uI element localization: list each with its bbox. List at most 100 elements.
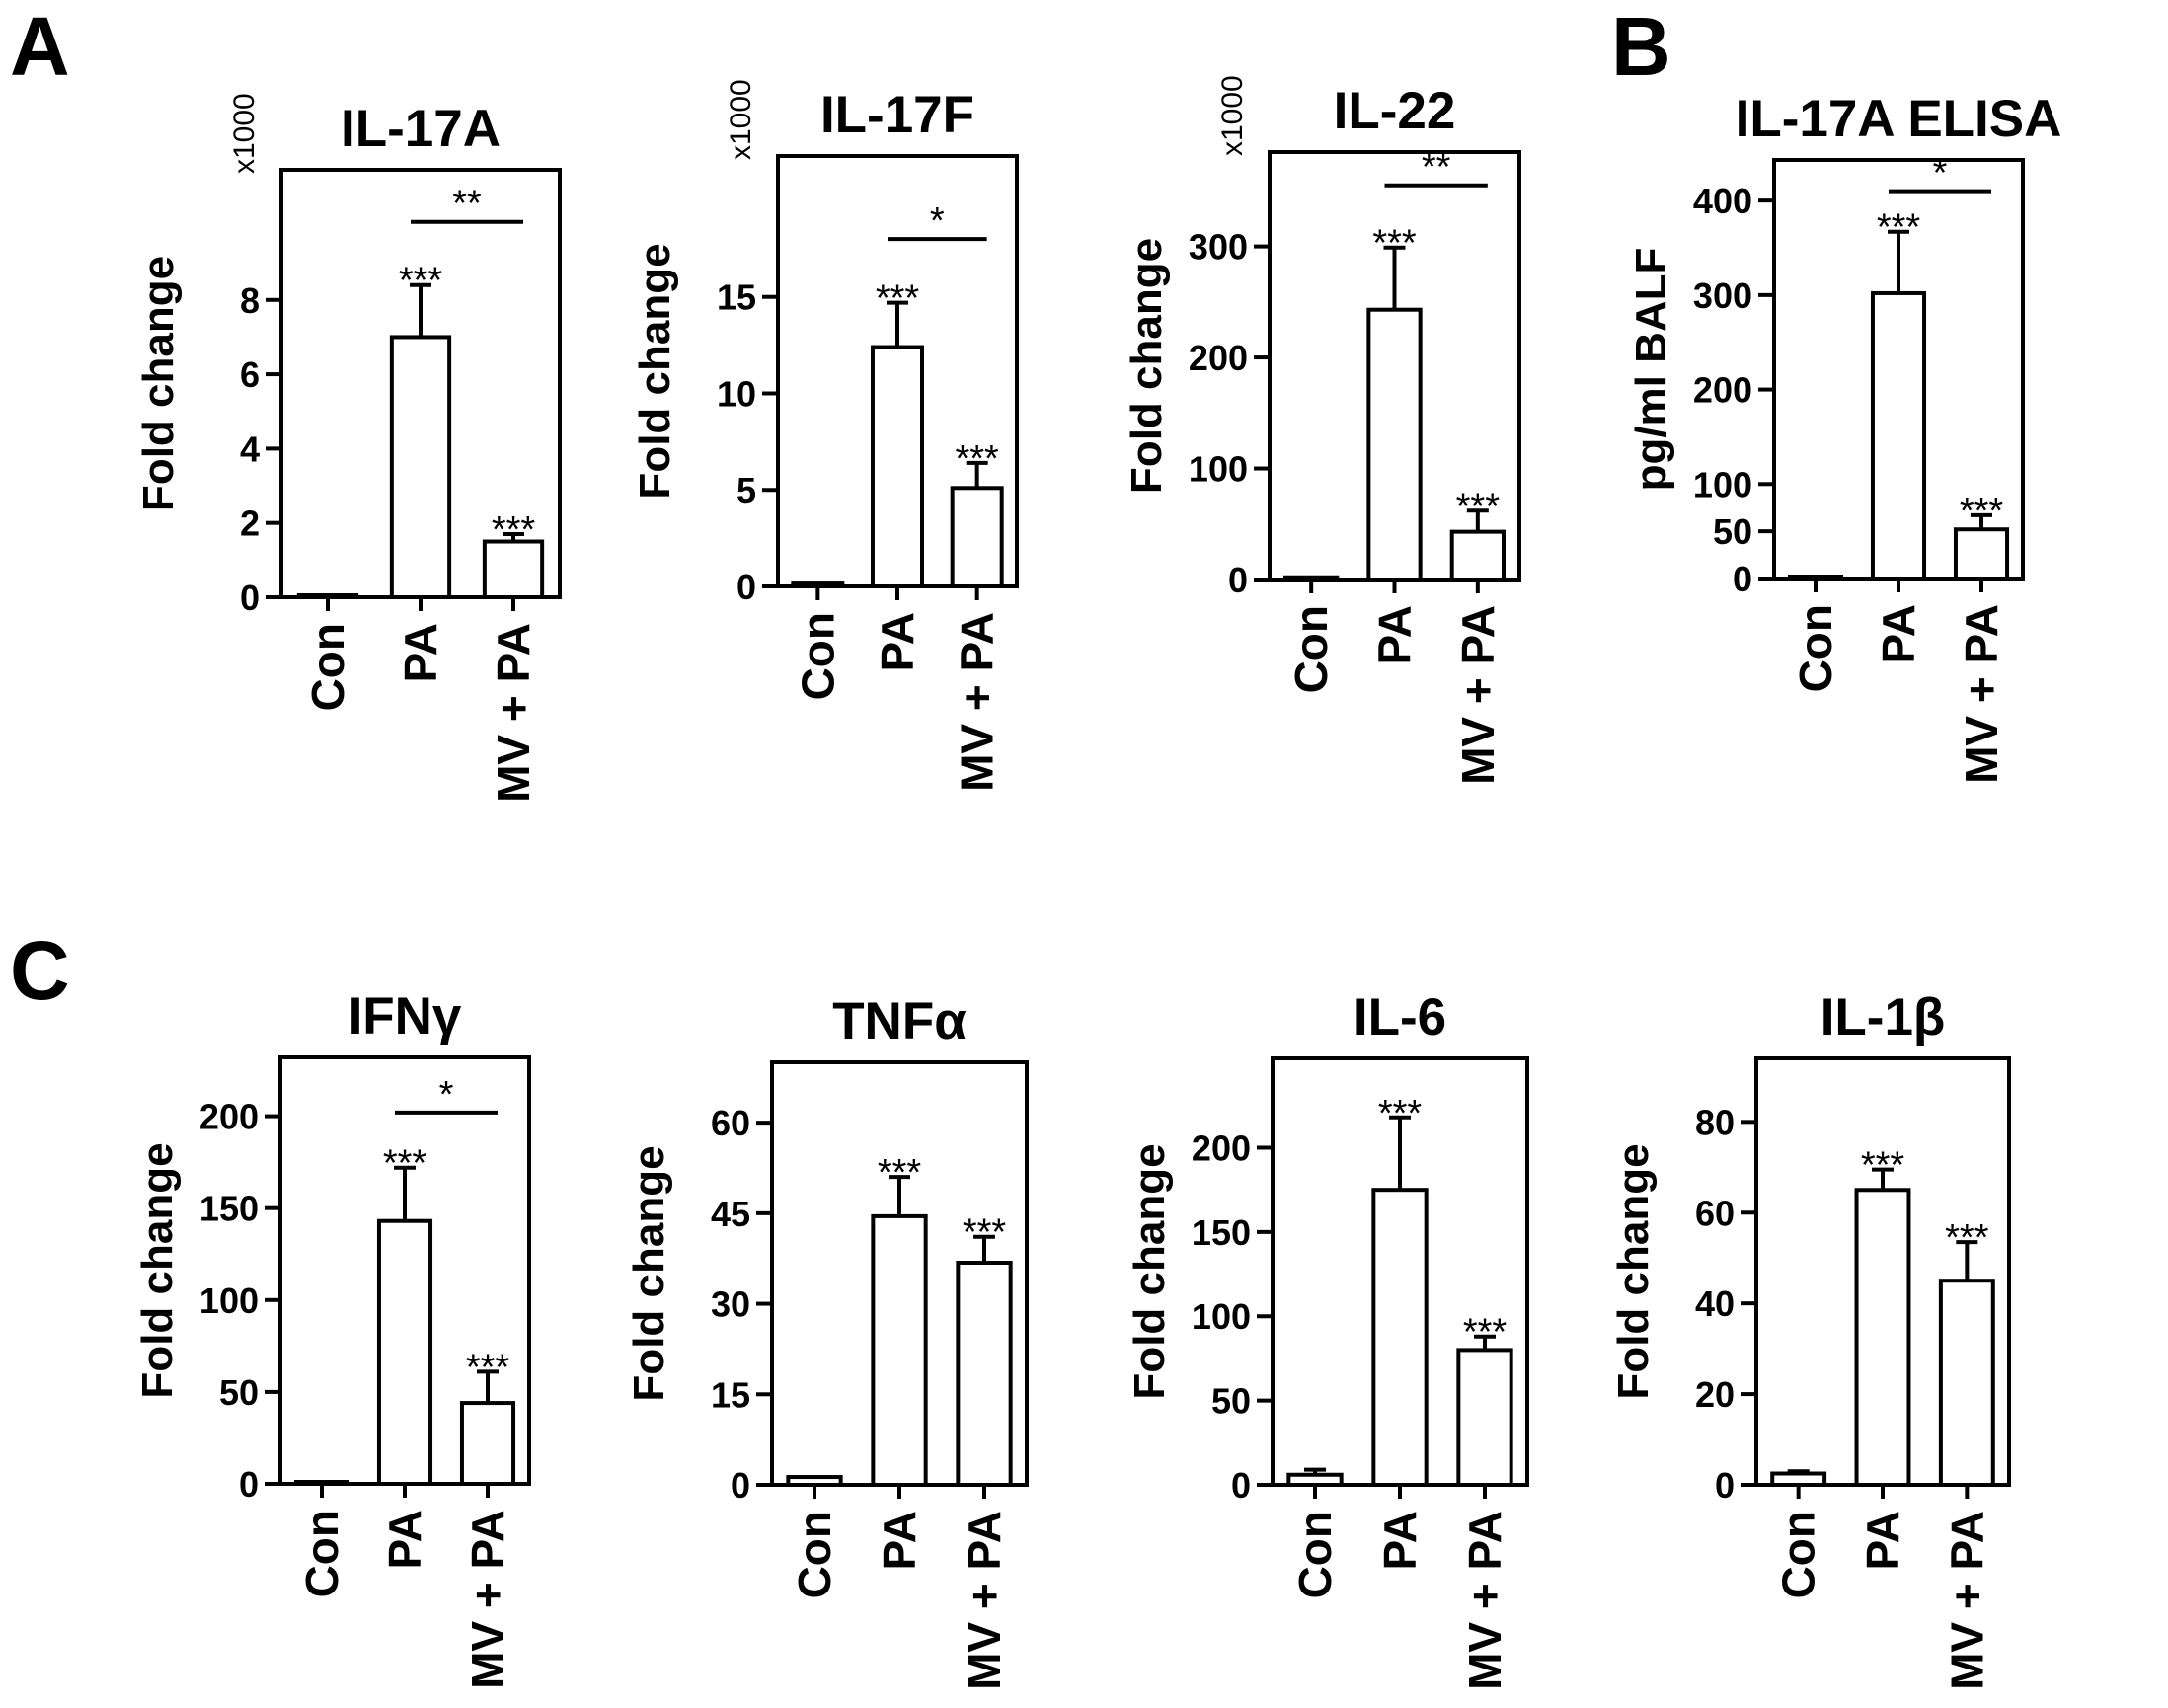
- y-tick-label: 60: [1695, 1193, 1735, 1233]
- significance-stars: ***: [1372, 223, 1417, 265]
- chart-il-1-: IL-1β Fold change 0 20 40 60 80 *** ***: [1609, 988, 2011, 1506]
- y-tick-label: 0: [1733, 559, 1752, 599]
- bar: [870, 345, 925, 589]
- chart-title: IFNγ: [348, 987, 462, 1046]
- y-tick-label: 4: [240, 428, 260, 469]
- x-category-label: MV + PA: [462, 1510, 513, 1689]
- bar: [1938, 1279, 1995, 1488]
- significance-stars: ***: [1945, 1217, 1989, 1259]
- bar: [1366, 307, 1423, 582]
- bar: [1371, 1188, 1429, 1488]
- significance-stars: ***: [399, 261, 443, 302]
- significance-stars: ***: [466, 1347, 510, 1388]
- y-tick-label: 150: [199, 1189, 259, 1229]
- y-tick-label: 150: [1192, 1212, 1251, 1253]
- y-tick-label: 0: [1231, 1465, 1251, 1506]
- bar: [1953, 527, 2010, 581]
- chart-tnf-: TNFα Fold change 0 15 30 45 60 *** ***: [625, 992, 1029, 1506]
- x-category-label: Con: [1289, 1511, 1341, 1598]
- x-category-label: Con: [1285, 605, 1337, 693]
- significance-stars: ***: [1877, 207, 1921, 249]
- bar: [791, 581, 845, 588]
- y-tick-label: 200: [1189, 338, 1248, 378]
- significance-stars: ***: [955, 438, 999, 480]
- bar: [1854, 1188, 1911, 1488]
- bar: [956, 1260, 1013, 1487]
- chart-title: TNFα: [832, 992, 967, 1050]
- axis-multiplier: x1000: [725, 79, 757, 160]
- y-tick-label: 20: [1695, 1374, 1735, 1415]
- x-category-label: Con: [1790, 604, 1841, 692]
- x-category-label: Con: [302, 623, 353, 711]
- bar: [950, 486, 1004, 588]
- panel-letter-c: C: [10, 924, 70, 1017]
- x-category-label: PA: [1369, 605, 1421, 665]
- y-tick-label: 200: [1693, 370, 1752, 411]
- y-axis-label: Fold change: [625, 1145, 673, 1401]
- bar: [1286, 1472, 1344, 1487]
- y-tick-label: 0: [1715, 1465, 1735, 1506]
- y-tick-label: 300: [1693, 275, 1752, 316]
- x-category-label: MV + PA: [959, 1511, 1010, 1690]
- x-category-label: MV + PA: [952, 612, 1003, 792]
- y-tick-label: 80: [1695, 1102, 1735, 1142]
- y-axis-label: Fold change: [1123, 238, 1171, 494]
- bar: [1449, 529, 1506, 582]
- x-category-label: PA: [1374, 1511, 1426, 1571]
- bar: [1770, 1471, 1827, 1487]
- bar: [293, 1480, 350, 1486]
- axis-multiplier: x1000: [1216, 75, 1249, 156]
- comparison-stars: *: [1933, 153, 1948, 194]
- y-tick-label: 0: [731, 1465, 750, 1506]
- chart-title: IL-17F: [820, 86, 974, 144]
- comparison-stars: **: [452, 184, 482, 225]
- y-tick-label: 15: [717, 277, 756, 318]
- bar: [1870, 290, 1927, 581]
- bar: [786, 1475, 843, 1487]
- y-tick-label: 400: [1693, 181, 1752, 221]
- comparison-stars: *: [439, 1074, 454, 1116]
- x-category-label: PA: [874, 1511, 925, 1571]
- y-tick-label: 10: [717, 373, 756, 414]
- bar: [482, 539, 545, 599]
- x-category-label: MV + PA: [1459, 1511, 1510, 1690]
- significance-stars: ***: [492, 509, 536, 551]
- y-tick-label: 6: [240, 354, 260, 395]
- significance-stars: ***: [876, 278, 920, 320]
- significance-stars: ***: [1960, 491, 2004, 532]
- y-tick-label: 50: [1713, 511, 1752, 552]
- significance-stars: ***: [1378, 1093, 1423, 1134]
- axis-multiplier: x1000: [228, 93, 261, 174]
- x-category-label: Con: [792, 612, 843, 700]
- chart-title: IL-1β: [1820, 988, 1946, 1047]
- x-category-label: PA: [1857, 1511, 1908, 1571]
- comparison-stars: *: [930, 200, 945, 242]
- significance-stars: ***: [1463, 1312, 1508, 1354]
- y-tick-label: 200: [199, 1097, 259, 1137]
- y-tick-label: 30: [711, 1284, 750, 1325]
- x-category-label: PA: [1873, 604, 1924, 664]
- bar: [1456, 1348, 1513, 1487]
- significance-stars: ***: [963, 1212, 1007, 1254]
- comparison-stars: **: [1422, 147, 1451, 189]
- bar: [1787, 575, 1844, 581]
- significance-stars: ***: [878, 1152, 922, 1194]
- x-category-label: MV + PA: [488, 623, 539, 803]
- y-tick-label: 50: [1211, 1381, 1251, 1422]
- bar: [871, 1213, 928, 1488]
- y-tick-label: 45: [711, 1194, 750, 1234]
- significance-stars: ***: [1861, 1145, 1905, 1187]
- x-category-label: Con: [1773, 1511, 1824, 1598]
- y-tick-label: 200: [1192, 1127, 1251, 1168]
- chart-title: IL-17A: [341, 100, 501, 158]
- chart-title: IL-22: [1334, 82, 1456, 140]
- panel-letter-a: A: [10, 0, 70, 93]
- y-tick-label: 100: [1693, 464, 1752, 505]
- x-category-label: Con: [296, 1510, 348, 1597]
- y-tick-label: 15: [711, 1374, 750, 1415]
